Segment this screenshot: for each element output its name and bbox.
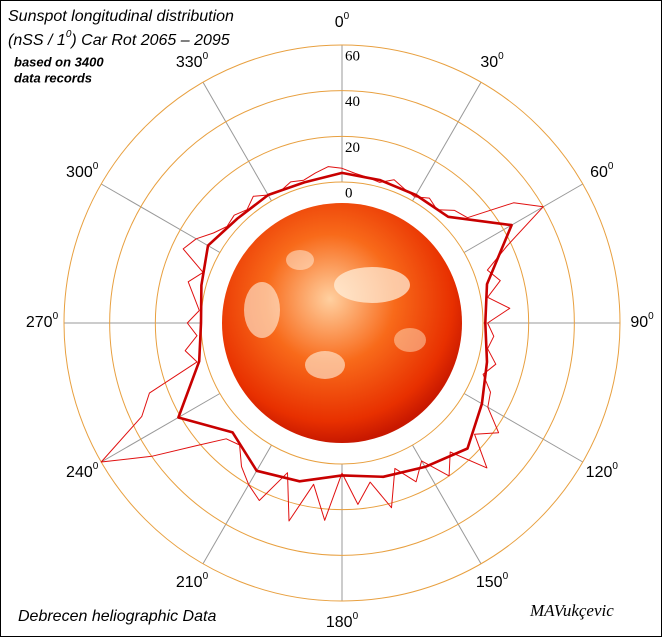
theta-tick-label: 1500 — [476, 570, 509, 591]
signature: MAVukçevic — [529, 601, 614, 620]
theta-tick-label: 300 — [480, 51, 504, 72]
r-tick-label: 0 — [345, 185, 353, 201]
r-tick-label: 40 — [345, 94, 360, 110]
theta-tick-value: 150 — [476, 574, 503, 591]
theta-tick-label: 2400 — [66, 461, 99, 482]
footer: Debrecen heliographic Data — [18, 608, 216, 625]
grid-circle — [154, 135, 530, 511]
theta-tick-value: 210 — [176, 574, 203, 591]
spoke — [100, 183, 221, 253]
theta-tick-label: 3300 — [176, 51, 209, 72]
spoke — [412, 81, 482, 202]
theta-tick-sup: 0 — [498, 51, 504, 62]
spoke — [202, 444, 272, 565]
theta-tick-value: 0 — [335, 14, 344, 31]
r-tick-label: 60 — [345, 48, 360, 64]
theta-tick-sup: 0 — [648, 311, 654, 322]
series-line — [177, 171, 513, 483]
title-part: ) Car Rot 2065 – 2095 — [69, 32, 229, 49]
theta-tick-sup: 0 — [503, 570, 509, 581]
theta-tick-sup: 0 — [203, 51, 209, 62]
grid-circle — [109, 90, 575, 556]
spoke — [463, 183, 584, 253]
theta-tick-value: 240 — [66, 464, 93, 481]
theta-tick-value: 300 — [66, 164, 93, 181]
theta-tick-value: 30 — [480, 54, 498, 71]
theta-tick-value: 120 — [586, 464, 613, 481]
spoke — [463, 393, 584, 463]
theta-tick-value: 60 — [590, 164, 608, 181]
spoke — [412, 444, 482, 565]
theta-tick-value: 180 — [326, 614, 353, 631]
grid-circle — [63, 44, 621, 602]
theta-tick-value: 270 — [26, 314, 53, 331]
spoke — [202, 81, 272, 202]
theta-tick-sup: 0 — [203, 570, 209, 581]
title-line2: (nSS / 10) Car Rot 2065 – 2095 — [8, 29, 230, 50]
theta-tick-label: 1200 — [586, 461, 619, 482]
theta-tick-label: 1800 — [326, 611, 359, 632]
theta-tick-value: 330 — [176, 54, 203, 71]
r-tick-label: 20 — [345, 140, 360, 156]
subtitle: based on 3400 — [14, 54, 104, 69]
theta-tick-sup: 0 — [53, 311, 59, 322]
theta-tick-sup: 0 — [344, 11, 350, 22]
theta-tick-label: 00 — [335, 11, 350, 32]
title-line1: Sunspot longitudinal distribution — [8, 8, 234, 25]
theta-tick-label: 2700 — [26, 311, 59, 332]
theta-tick-label: 3000 — [66, 161, 99, 182]
subtitle: data records — [14, 70, 92, 85]
title-sup: 0 — [66, 29, 72, 40]
theta-tick-sup: 0 — [93, 161, 99, 172]
spoke — [100, 393, 221, 463]
sun-image — [222, 203, 462, 443]
theta-tick-sup: 0 — [353, 611, 359, 622]
theta-tick-value: 90 — [630, 314, 648, 331]
theta-tick-label: 2100 — [176, 570, 209, 591]
theta-tick-sup: 0 — [612, 461, 618, 472]
series-line — [100, 166, 544, 522]
theta-tick-label: 600 — [590, 161, 614, 182]
title-part: (nSS / 1 — [8, 32, 66, 49]
theta-tick-sup: 0 — [608, 161, 614, 172]
theta-tick-sup: 0 — [93, 461, 99, 472]
theta-tick-label: 900 — [630, 311, 654, 332]
